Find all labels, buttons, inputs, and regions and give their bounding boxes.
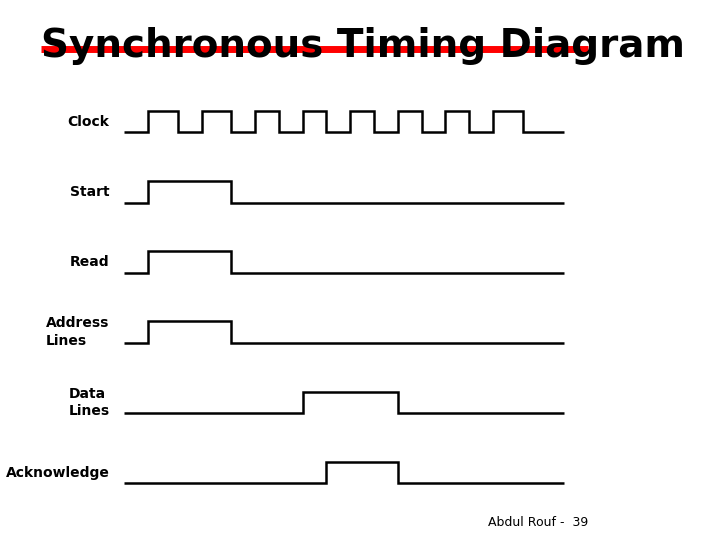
Text: Start: Start [70, 185, 109, 199]
Text: Acknowledge: Acknowledge [6, 465, 109, 480]
Text: Clock: Clock [68, 114, 109, 129]
Text: Read: Read [70, 255, 109, 269]
Text: Abdul Rouf -  39: Abdul Rouf - 39 [487, 516, 588, 529]
Text: Synchronous Timing Diagram: Synchronous Timing Diagram [41, 27, 685, 65]
Text: Address
Lines: Address Lines [46, 316, 109, 348]
Text: Data
Lines: Data Lines [68, 387, 109, 418]
